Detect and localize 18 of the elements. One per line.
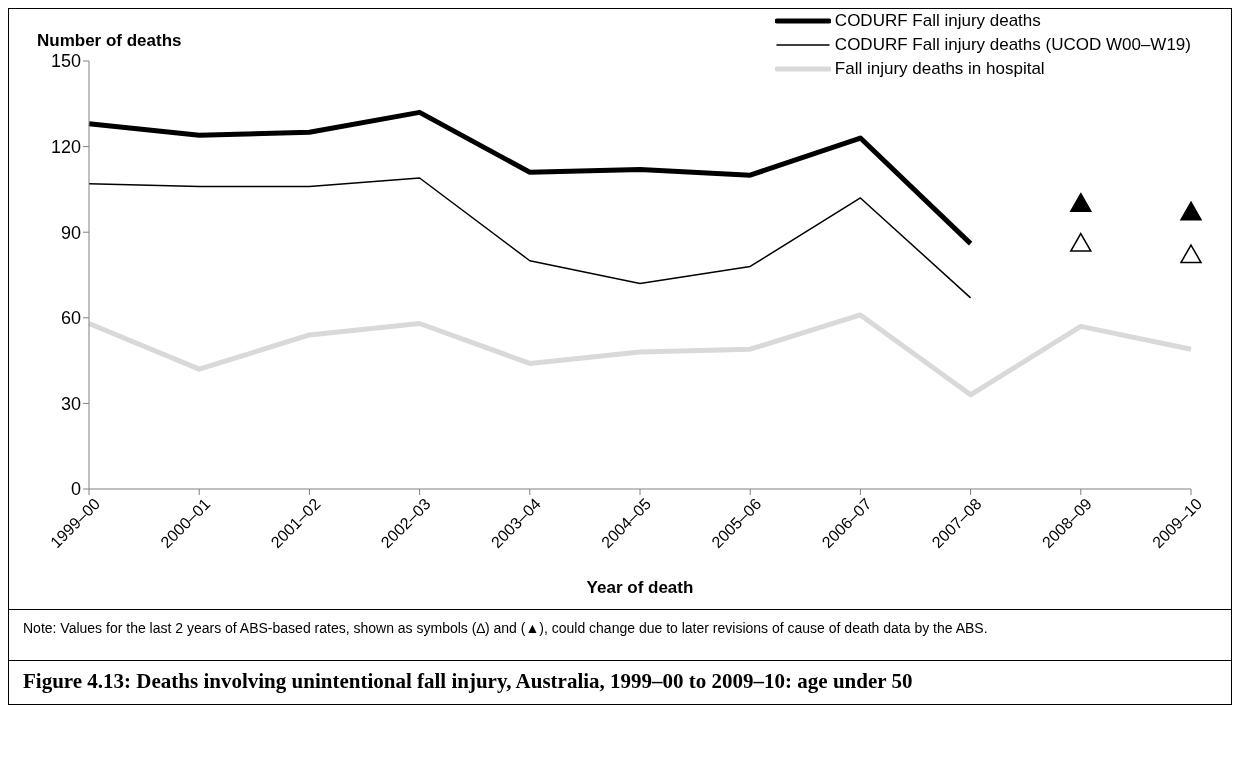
y-axis-title: Number of deaths (37, 31, 182, 51)
x-axis-title: Year of death (586, 578, 694, 597)
text: Figure 4.13: Deaths involving unintentional fall injury, Australia, 1999–00 to 2009–10: age under 50 (9, 660, 1231, 704)
point (1180, 244, 1202, 264)
legend-label: CODURF Fall injury deaths (834, 11, 1041, 31)
point (1180, 201, 1202, 221)
y-tick-label: 0 (70, 479, 81, 500)
y-tick-label: 90 (60, 222, 81, 243)
y-tick-label: 120 (50, 136, 81, 157)
legend-label: CODURF Fall injury deaths (UCOD W00–W19) (834, 35, 1191, 55)
y-tick-label: 30 (60, 393, 81, 414)
point (1070, 232, 1092, 252)
y-tick-label: 150 (50, 51, 81, 72)
line-series (88, 177, 972, 299)
legend-label: Fall injury deaths in hospital (834, 59, 1045, 79)
point (1070, 192, 1092, 212)
text: Note: Values for the last 2 years of ABS-based rates, shown as symbols (∆) and (▲), could change due to later revisions of cause of death data by the ABS. (23, 620, 989, 636)
y-tick-label: 60 (60, 308, 81, 329)
